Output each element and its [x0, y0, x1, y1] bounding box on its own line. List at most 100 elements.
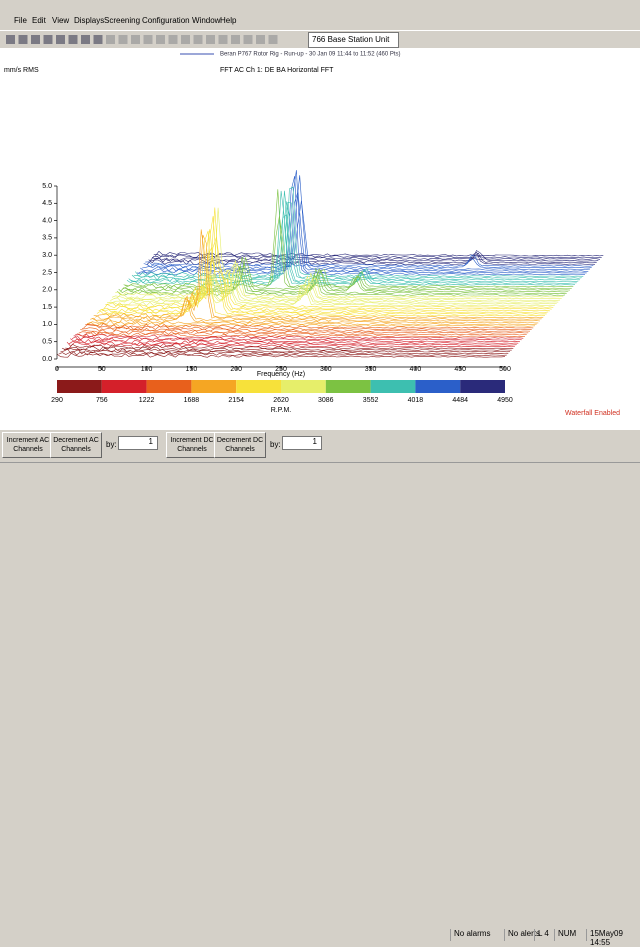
waterfall-trace	[58, 350, 507, 356]
toolbar-icon[interactable]	[193, 35, 203, 44]
y-tick-label: 1.5	[42, 304, 52, 311]
waterfall-trace	[56, 352, 506, 358]
waterfall-trace	[76, 332, 526, 338]
toolbar: 766 Base Station Unit	[0, 30, 640, 50]
rpm-band	[57, 380, 102, 393]
toolbar-icon[interactable]	[6, 35, 15, 44]
waterfall-trace	[86, 321, 536, 327]
waterfall-trace	[63, 345, 512, 351]
y-tick-label: 3.0	[42, 252, 52, 259]
menu-item[interactable]: Configuration	[142, 16, 190, 25]
toolbar-icon[interactable]	[43, 35, 53, 44]
waterfall-trace	[60, 348, 509, 355]
status-bar: No alarms No alerts L 4 NUM 15May09 14:55	[0, 462, 640, 947]
rpm-band	[460, 380, 505, 393]
waterfall-trace	[95, 234, 544, 319]
toolbar-icon[interactable]	[156, 35, 165, 44]
x-tick-label: 200	[230, 366, 242, 373]
menu-item[interactable]: File	[14, 16, 27, 25]
menu-item[interactable]: View	[52, 16, 70, 25]
waterfall-trace	[90, 295, 539, 324]
waterfall-trace	[96, 230, 546, 317]
toolbar-icon[interactable]	[131, 35, 140, 44]
rpm-band	[101, 380, 147, 393]
waterfall-trace	[111, 263, 561, 301]
waterfall-trace	[141, 175, 591, 271]
chart-subtitle: Beran P767 Rotor Rig - Run-up - 30 Jan 0…	[220, 52, 401, 58]
toolbar-icon[interactable]	[31, 35, 40, 44]
waterfall-trace	[88, 319, 537, 325]
toolbar-icon[interactable]	[68, 35, 78, 44]
rpm-label: R.P.M.	[271, 407, 292, 414]
toolbar-icon[interactable]	[143, 35, 153, 44]
toolbar-icon[interactable]	[106, 35, 115, 44]
menu-item[interactable]: Screening	[104, 16, 141, 25]
waterfall-trace	[81, 326, 531, 332]
menu-item[interactable]: Edit	[32, 16, 46, 25]
rpm-band	[236, 380, 281, 393]
status-field: No alarms	[450, 929, 490, 941]
toolbar-icon[interactable]	[268, 35, 278, 44]
toolbar-icon[interactable]	[18, 35, 28, 44]
waterfall-trace	[75, 333, 524, 339]
waterfall-trace	[80, 328, 529, 334]
x-tick-label: 450	[454, 366, 466, 373]
app: File Edit View Displays Screening Configurati…	[0, 16, 640, 947]
toolbar-icon[interactable]	[206, 35, 215, 44]
menu-item[interactable]: Help	[220, 16, 237, 25]
toolbar-icon[interactable]	[93, 35, 103, 44]
input[interactable]: 1	[282, 436, 322, 450]
toolbar-icon[interactable]	[118, 35, 128, 44]
button[interactable]: Decrement DC Channels	[214, 432, 266, 458]
toolbar-icon[interactable]	[181, 35, 190, 44]
waterfall-trace	[143, 200, 592, 269]
waterfall-trace	[101, 215, 551, 312]
waterfall-trace	[155, 250, 604, 257]
waterfall-trace	[93, 229, 542, 320]
input[interactable]: 1	[118, 436, 158, 450]
rpm-tick-label: 4950	[497, 397, 513, 404]
waterfall-note: Waterfall Enabled	[565, 410, 620, 417]
waterfall-trace	[68, 340, 517, 346]
status-field: NUM	[554, 929, 576, 941]
button[interactable]: Increment DC Channels	[166, 432, 218, 458]
rpm-tick-label: 1688	[184, 397, 200, 404]
waterfall-trace	[65, 343, 514, 350]
button[interactable]: Increment AC Channels	[2, 432, 54, 458]
waterfall-trace	[153, 253, 602, 259]
menu-item[interactable]: Displays	[74, 16, 105, 25]
waterfall-trace	[71, 336, 521, 343]
toolbar-icon[interactable]	[256, 35, 265, 44]
toolbar-icon[interactable]	[81, 35, 90, 44]
x-tick-label: 100	[141, 366, 153, 373]
waterfall-trace	[121, 262, 571, 291]
waterfall-trace	[103, 207, 552, 310]
y-tick-label: 1.0	[42, 321, 52, 328]
y-tick-label: 3.5	[42, 235, 52, 242]
status-field: 15May09 14:55	[586, 929, 640, 947]
waterfall-trace	[66, 341, 516, 348]
waterfall-trace	[106, 207, 556, 307]
chart-title: FFT AC Ch 1: DE BA Horizontal FFT	[220, 67, 334, 74]
x-tick-label: 50	[98, 366, 106, 373]
y-tick-label: 4.0	[42, 217, 52, 224]
waterfall-trace	[78, 330, 527, 336]
y-tick-label: 0.5	[42, 339, 52, 346]
toolbar-icon[interactable]	[56, 35, 65, 44]
toolbar-icon[interactable]	[218, 35, 228, 44]
toolbar-icon[interactable]	[168, 35, 178, 44]
waterfall-trace	[61, 346, 511, 353]
rpm-tick-label: 756	[96, 397, 108, 404]
menu-item[interactable]: Window	[192, 16, 221, 25]
y-unit: mm/s RMS	[4, 67, 39, 74]
rpm-tick-label: 1222	[139, 397, 155, 404]
toolbar-icon[interactable]	[243, 35, 253, 44]
chart: Beran P767 Rotor Rig - Run-up - 30 Jan 0…	[0, 48, 640, 430]
rpm-band	[370, 380, 416, 393]
toolbar-icon[interactable]	[231, 35, 240, 44]
rpm-tick-label: 3086	[318, 397, 334, 404]
x-axis-label: Frequency (Hz)	[257, 371, 305, 378]
waterfall-trace	[140, 191, 589, 272]
rpm-band	[325, 380, 371, 393]
button[interactable]: Decrement AC Channels	[50, 432, 102, 458]
